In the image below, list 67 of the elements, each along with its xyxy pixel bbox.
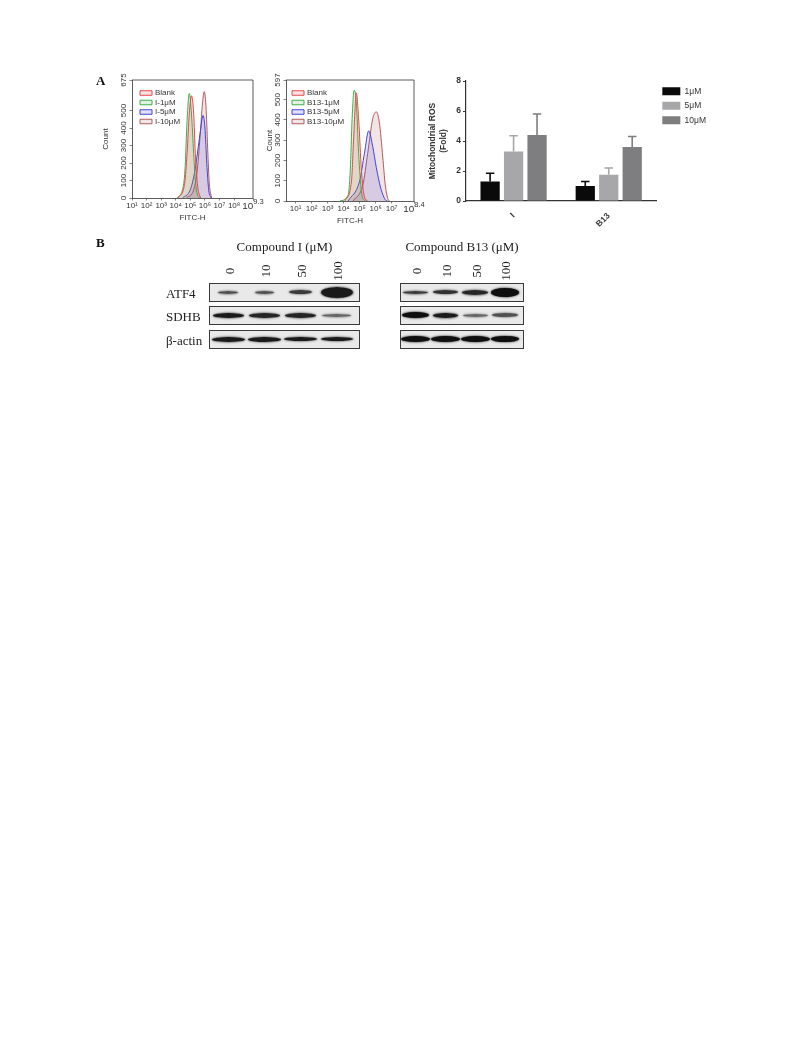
legend-label: I-1μM [155,97,176,107]
category-label: 10 [257,264,273,278]
text: A [96,73,106,88]
x-axis-title: FITC-H [336,216,364,226]
category-label: SDHB [166,308,201,323]
category-label: 0 [408,267,424,275]
y-tick-label: 200 [118,155,128,170]
x-tick-label: 10² [140,201,153,211]
y-tick-label: 675 [118,72,128,87]
category-label: 0 [221,267,237,275]
category-label: 100 [329,261,345,281]
legend-label: B13-5μM [307,107,340,117]
category-label: 10 [438,264,454,278]
y-tick-label: 2 [456,165,462,176]
y-axis-title: Mitochondrial ROS (Fold) [427,102,448,180]
x-tick-label: 10¹ [289,204,302,214]
x-tick-label: 10⁵ [184,201,197,211]
category-label: 100 [497,261,513,281]
category-label: β-actin [166,332,203,347]
x-tick-label: 10⁷ [213,201,226,211]
x-tick-label: 10³ [155,201,168,211]
y-tick-label: 100 [118,173,128,188]
y-tick-label: 500 [118,103,128,118]
y-tick-label: 0 [272,198,282,204]
y-tick-label: 300 [118,138,128,153]
y-tick-label: 400 [118,120,128,135]
y-tick-label: 0 [456,195,462,206]
category-label: ATF4 [166,285,196,300]
y-tick-label: 4 [456,135,462,146]
legend-label: 5μM [684,100,702,111]
legend-label: 1μM [684,85,702,96]
x-tick-label: 10⁴ [337,204,351,214]
legend-label: I-5μM [155,107,176,117]
x-tick-label: 10¹ [126,201,139,211]
y-tick-label: 0 [118,195,128,201]
x-tick-label: 10⁶ [369,204,382,214]
y-axis-title: Count [265,129,274,152]
x-tick-label: 10⁵ [353,204,366,214]
text: Compound I (μM) [236,239,333,254]
y-tick-label: 6 [456,105,462,116]
x-tick-label: 10² [305,204,318,214]
y-tick-label: 500 [272,92,282,107]
x-tick-label: 10⁷ [385,204,398,214]
y-tick-label: 8 [456,75,462,86]
x-tick-label: B13 [593,210,612,229]
category-label: 50 [293,264,309,278]
x-tick-label: 10⁶ [198,201,211,211]
x-tick-label: 10⁴ [169,201,183,211]
x-tick-label: I [507,210,517,220]
y-tick-label: 300 [272,132,282,147]
y-axis-title: Count [101,127,110,150]
legend-label: I-10μM [155,116,181,126]
y-tick-label: 100 [272,173,282,188]
y-tick-label: 200 [272,153,282,168]
y-tick-label: 597 [272,72,282,87]
x-tick-label: 10⁸ [227,201,241,211]
x-tick-label: 10³ [321,204,334,214]
legend-label: B13-10μM [307,116,345,126]
legend-label: 10μM [684,114,706,125]
legend-label: Blank [307,88,329,98]
text: Compound B13 (μM) [405,239,519,254]
text: B [96,235,105,250]
legend-label: B13-1μM [307,97,340,107]
category-label: 50 [468,264,484,278]
x-axis-title: FITC-H [179,213,206,223]
y-tick-label: 400 [272,112,282,127]
legend-label: Blank [155,88,177,98]
